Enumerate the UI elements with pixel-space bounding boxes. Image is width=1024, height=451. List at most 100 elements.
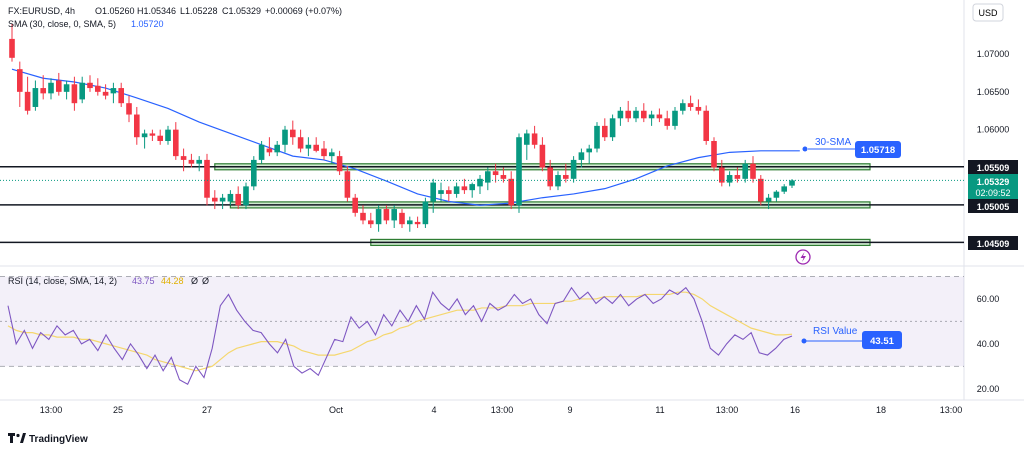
- candle: [321, 141, 327, 160]
- candle: [251, 156, 257, 191]
- candle: [368, 212, 374, 228]
- candle: [656, 108, 663, 123]
- rsi-annotation-tag-bg: [862, 331, 902, 349]
- sma-annotation-tag: 1.05718: [861, 145, 895, 156]
- candle: [617, 106, 624, 126]
- candle: [633, 106, 639, 123]
- price-axis-label: 1.06500: [977, 87, 1010, 97]
- candle: [383, 205, 390, 225]
- candle: [40, 75, 46, 100]
- time-axis-label: 13:00: [940, 405, 963, 415]
- candle: [282, 125, 288, 153]
- candle: [305, 137, 312, 157]
- rsi-annotation-tag: 43.51: [870, 336, 894, 347]
- candle: [547, 159, 553, 191]
- candle: [563, 163, 569, 183]
- sma-annotation-tag-bg: [855, 141, 901, 158]
- ohlc-close: C1.05329: [222, 6, 261, 16]
- candle: [672, 106, 678, 130]
- candle: [95, 78, 101, 96]
- candle: [485, 167, 491, 191]
- rsi-axis-label: 40.00: [977, 339, 1000, 349]
- time-axis-label: 13:00: [716, 405, 739, 415]
- currency-button[interactable]: USD: [972, 3, 1004, 22]
- tradingview-logo-text: TradingView: [29, 434, 88, 445]
- sma-line: [11, 68, 800, 206]
- ohlc-low: L1.05228: [180, 6, 218, 16]
- rsi-lines: [7, 286, 793, 386]
- candle: [32, 80, 39, 111]
- price-tag-current: 1.05329 02:09:52: [968, 174, 1018, 199]
- sma-annotation: 30-SMA 1.05718: [802, 137, 901, 158]
- candle: [399, 209, 405, 228]
- rsi-legend-value: 43.75: [132, 276, 155, 286]
- level-mid-label: 1.05005: [977, 202, 1010, 212]
- price-axis[interactable]: 1.070001.065001.060001.055001.050001.045…: [977, 49, 1010, 248]
- ohlc-open: O1.05260: [95, 6, 135, 16]
- ohlc-high: H1.05346: [137, 6, 176, 16]
- level-top-label: 1.05509: [977, 163, 1010, 173]
- rsi-annotation: RSI Value 43.51: [801, 326, 902, 349]
- candle: [773, 190, 780, 202]
- candle: [578, 148, 585, 168]
- candle: [188, 153, 195, 168]
- candle: [609, 114, 616, 141]
- candle: [750, 156, 756, 183]
- candle: [196, 156, 202, 172]
- candle: [711, 137, 717, 172]
- candle: [594, 122, 600, 153]
- tradingview-logo-icon: [8, 433, 15, 443]
- candle: [126, 95, 132, 123]
- candle: [664, 110, 670, 130]
- candle: [531, 125, 538, 149]
- lightning-icon[interactable]: [795, 249, 811, 265]
- sma-30-line: [11, 68, 800, 206]
- time-axis-label: 9: [567, 405, 572, 415]
- sma-annotation-dot: [802, 146, 808, 152]
- candle: [391, 205, 397, 228]
- candle: [407, 216, 413, 232]
- candle: [781, 184, 787, 194]
- candle: [703, 105, 709, 145]
- candle: [24, 76, 31, 115]
- candle: [508, 171, 514, 210]
- candle: [79, 76, 85, 104]
- time-axis-label: 13:00: [491, 405, 514, 415]
- candle: [141, 129, 148, 149]
- candle: [134, 106, 140, 145]
- candle: [438, 182, 444, 202]
- candle: [227, 190, 234, 206]
- candle: [102, 84, 109, 100]
- candle: [110, 82, 117, 104]
- rsi-axis[interactable]: 60.00 40.00 20.00: [977, 294, 1000, 394]
- candles: [9, 23, 795, 232]
- candle: [56, 72, 62, 96]
- candle: [352, 193, 358, 217]
- tradingview-logo[interactable]: TradingView: [8, 433, 88, 445]
- price-tag-level-mid: 1.05005: [968, 199, 1018, 213]
- candle: [219, 193, 226, 210]
- candle: [492, 163, 499, 183]
- candle: [641, 103, 647, 123]
- rsi-legend-extra2: Ø: [202, 276, 209, 286]
- candle: [266, 137, 273, 157]
- currency-button-label: USD: [978, 8, 998, 18]
- candle: [297, 129, 304, 153]
- candle: [71, 76, 78, 111]
- candle: [625, 100, 631, 123]
- candle: [180, 148, 187, 172]
- time-axis-label: 25: [113, 405, 123, 415]
- candle: [336, 150, 343, 176]
- candle: [243, 182, 249, 210]
- candle: [313, 137, 319, 153]
- candle: [680, 99, 686, 115]
- candle: [375, 205, 382, 232]
- price-axis-label: 1.07000: [977, 49, 1010, 59]
- candle: [290, 120, 296, 145]
- time-axis[interactable]: 13:00 25 27 Oct 4 13:00 9 11 13:00 16 18 13:00: [40, 405, 963, 415]
- rsi-annotation-label: RSI Value: [813, 326, 858, 337]
- candle: [469, 182, 475, 198]
- candle: [446, 186, 452, 202]
- rsi-legend-sma: 44.28: [161, 276, 184, 286]
